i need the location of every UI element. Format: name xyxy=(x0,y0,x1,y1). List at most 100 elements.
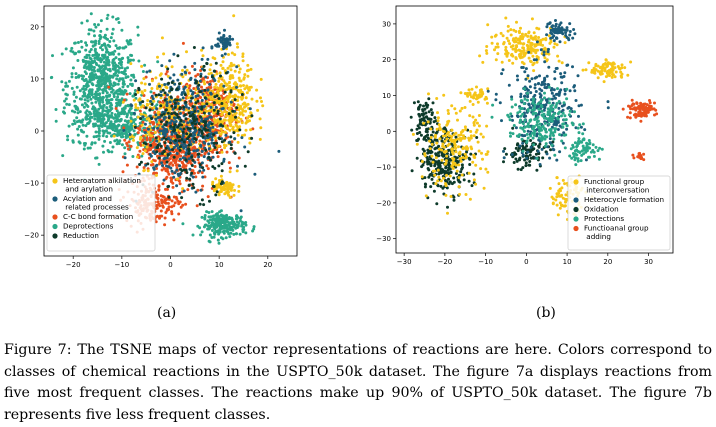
scatter-point xyxy=(221,237,225,241)
scatter-point xyxy=(221,60,225,64)
scatter-point xyxy=(97,114,101,118)
scatter-point xyxy=(468,114,472,118)
scatter-point xyxy=(524,161,528,165)
scatter-point xyxy=(431,130,435,134)
scatter-point xyxy=(188,129,192,133)
scatter-point xyxy=(232,193,236,197)
scatter-point xyxy=(224,181,228,185)
scatter-point xyxy=(514,49,518,53)
scatter-point xyxy=(246,63,250,67)
scatter-point xyxy=(116,17,120,21)
scatter-point xyxy=(237,76,241,80)
scatter-point xyxy=(172,204,176,208)
scatter-point xyxy=(511,126,515,130)
scatter-point xyxy=(209,115,213,119)
scatter-point xyxy=(87,92,91,96)
scatter-point xyxy=(178,164,182,168)
scatter-point xyxy=(217,31,221,35)
scatter-point xyxy=(543,104,547,108)
legend-label: C-C bond formation xyxy=(63,212,133,221)
scatter-point xyxy=(535,40,539,44)
scatter-point xyxy=(457,133,461,137)
scatter-point xyxy=(419,120,422,124)
scatter-point xyxy=(245,84,249,88)
y-tick-label: 0 xyxy=(35,128,39,136)
scatter-point xyxy=(136,25,140,29)
scatter-point xyxy=(101,134,105,138)
scatter-point xyxy=(157,93,161,97)
scatter-point xyxy=(544,38,548,42)
scatter-point xyxy=(231,94,234,98)
scatter-point xyxy=(137,59,141,63)
scatter-point xyxy=(459,170,463,174)
scatter-point xyxy=(434,156,438,160)
scatter-point xyxy=(96,80,100,84)
scatter-point xyxy=(139,143,143,147)
scatter-point xyxy=(421,118,425,122)
scatter-point xyxy=(167,205,171,209)
scatter-point xyxy=(474,182,478,186)
scatter-point xyxy=(225,229,229,233)
scatter-point xyxy=(243,87,247,91)
scatter-point xyxy=(519,52,523,56)
scatter-point xyxy=(548,186,552,190)
scatter-point xyxy=(229,135,233,139)
scatter-point xyxy=(104,46,108,50)
scatter-point xyxy=(510,153,514,156)
scatter-point xyxy=(216,37,220,41)
scatter-point xyxy=(182,140,186,144)
scatter-point xyxy=(444,184,448,187)
scatter-point xyxy=(230,217,234,221)
scatter-point xyxy=(434,152,438,156)
scatter-point xyxy=(599,72,603,76)
scatter-point xyxy=(181,68,184,72)
scatter-point xyxy=(523,146,527,150)
scatter-point xyxy=(217,131,221,135)
scatter-point xyxy=(426,133,430,137)
scatter-point xyxy=(165,160,169,164)
scatter-point xyxy=(553,70,557,74)
scatter-point xyxy=(435,127,439,131)
scatter-point xyxy=(603,69,607,73)
scatter-point xyxy=(79,40,83,43)
scatter-point xyxy=(239,216,242,220)
scatter-point xyxy=(255,88,259,92)
scatter-point xyxy=(92,124,96,128)
scatter-point xyxy=(222,45,225,48)
scatter-point xyxy=(176,78,180,82)
scatter-point xyxy=(96,96,100,100)
scatter-point xyxy=(118,139,122,143)
scatter-point xyxy=(103,123,107,127)
scatter-point xyxy=(175,144,178,148)
scatter-point xyxy=(141,134,145,138)
scatter-point xyxy=(242,76,246,80)
scatter-point xyxy=(246,116,250,120)
scatter-point xyxy=(439,179,443,183)
scatter-point xyxy=(222,79,226,83)
scatter-point xyxy=(76,41,80,44)
scatter-point xyxy=(481,135,485,139)
scatter-point xyxy=(154,220,158,224)
scatter-point xyxy=(98,66,102,70)
scatter-point xyxy=(573,89,577,93)
scatter-point xyxy=(563,204,567,208)
scatter-point xyxy=(138,128,142,132)
scatter-point xyxy=(427,92,430,96)
scatter-point xyxy=(225,83,229,87)
scatter-point xyxy=(193,98,197,102)
scatter-point xyxy=(207,155,211,159)
scatter-point xyxy=(90,101,94,105)
scatter-point xyxy=(472,178,476,182)
scatter-point xyxy=(239,84,242,88)
scatter-point xyxy=(86,105,90,108)
scatter-point xyxy=(152,143,156,146)
scatter-point xyxy=(206,167,210,171)
scatter-point xyxy=(143,82,147,86)
scatter-point xyxy=(122,108,126,112)
scatter-point xyxy=(552,88,556,92)
scatter-point xyxy=(140,64,144,68)
scatter-point xyxy=(215,86,219,90)
scatter-point xyxy=(429,127,433,131)
scatter-point xyxy=(555,203,559,207)
